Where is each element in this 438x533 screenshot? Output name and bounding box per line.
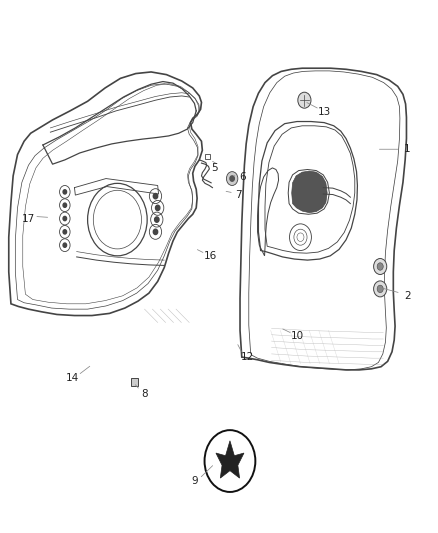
- Circle shape: [377, 263, 383, 270]
- Circle shape: [63, 190, 67, 194]
- Text: 16: 16: [204, 251, 217, 261]
- Circle shape: [63, 230, 67, 234]
- Text: 10: 10: [291, 331, 304, 341]
- Circle shape: [153, 229, 158, 235]
- Circle shape: [374, 281, 387, 297]
- Polygon shape: [292, 171, 327, 213]
- Text: 14: 14: [66, 374, 79, 383]
- Text: 6: 6: [239, 172, 246, 182]
- Text: 2: 2: [404, 291, 411, 301]
- Text: 1: 1: [404, 144, 411, 154]
- Circle shape: [153, 193, 158, 199]
- Text: 7: 7: [235, 190, 242, 199]
- Circle shape: [298, 92, 311, 108]
- Circle shape: [155, 217, 159, 222]
- Text: 12: 12: [241, 352, 254, 362]
- Text: 9: 9: [191, 476, 198, 486]
- Circle shape: [374, 259, 387, 274]
- Circle shape: [226, 172, 238, 185]
- Circle shape: [63, 216, 67, 221]
- Text: 13: 13: [318, 107, 331, 117]
- Circle shape: [377, 285, 383, 293]
- Text: 8: 8: [141, 390, 148, 399]
- Circle shape: [63, 203, 67, 207]
- Polygon shape: [216, 441, 244, 478]
- Circle shape: [155, 205, 160, 211]
- Text: 17: 17: [22, 214, 35, 223]
- Bar: [131, 378, 138, 386]
- Text: 5: 5: [211, 163, 218, 173]
- Circle shape: [63, 243, 67, 247]
- Circle shape: [230, 176, 234, 181]
